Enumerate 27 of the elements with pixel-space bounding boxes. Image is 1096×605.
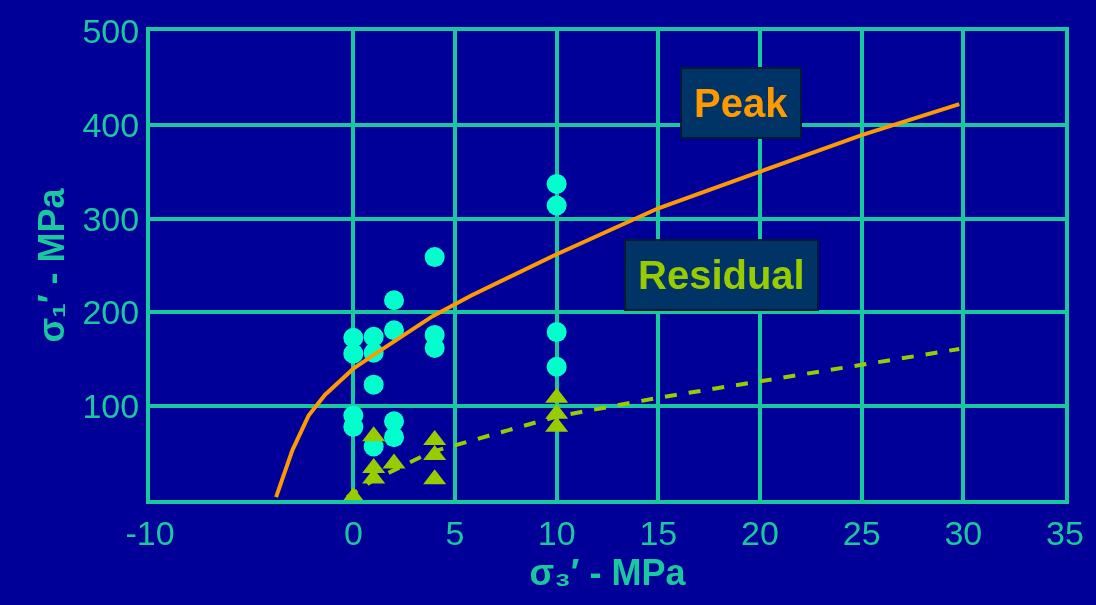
x-tick-label: 25 [842,513,881,552]
point [363,374,384,395]
x-tick-label: 10 [537,513,576,552]
series-label: Peak [694,81,789,125]
y-axis-title: σ₁′ - MPa [30,187,72,343]
y-tick-label: 100 [82,387,140,426]
y-tick-label: 300 [82,199,140,238]
point [424,338,445,359]
x-tick-label: 20 [741,513,779,552]
point [546,322,567,343]
point [546,356,567,377]
point [384,290,404,311]
x-tick-label: 30 [944,513,983,552]
x-tick-label: 15 [639,513,678,552]
point [384,320,404,341]
series-label: Residual [638,253,805,297]
y-tick-label: 200 [82,293,140,332]
y-tick-label: 400 [82,105,140,144]
point [343,343,364,364]
x-axis-title: σ₃′ - MPa [529,552,687,593]
point [424,247,445,268]
x-tick-label: 0 [343,513,363,552]
x-tick-label: 5 [445,513,465,552]
y-tick-label: 500 [82,11,140,50]
x-tick-label: -10 [125,513,175,552]
point [546,195,567,216]
x-tick-label: 35 [1046,513,1084,552]
